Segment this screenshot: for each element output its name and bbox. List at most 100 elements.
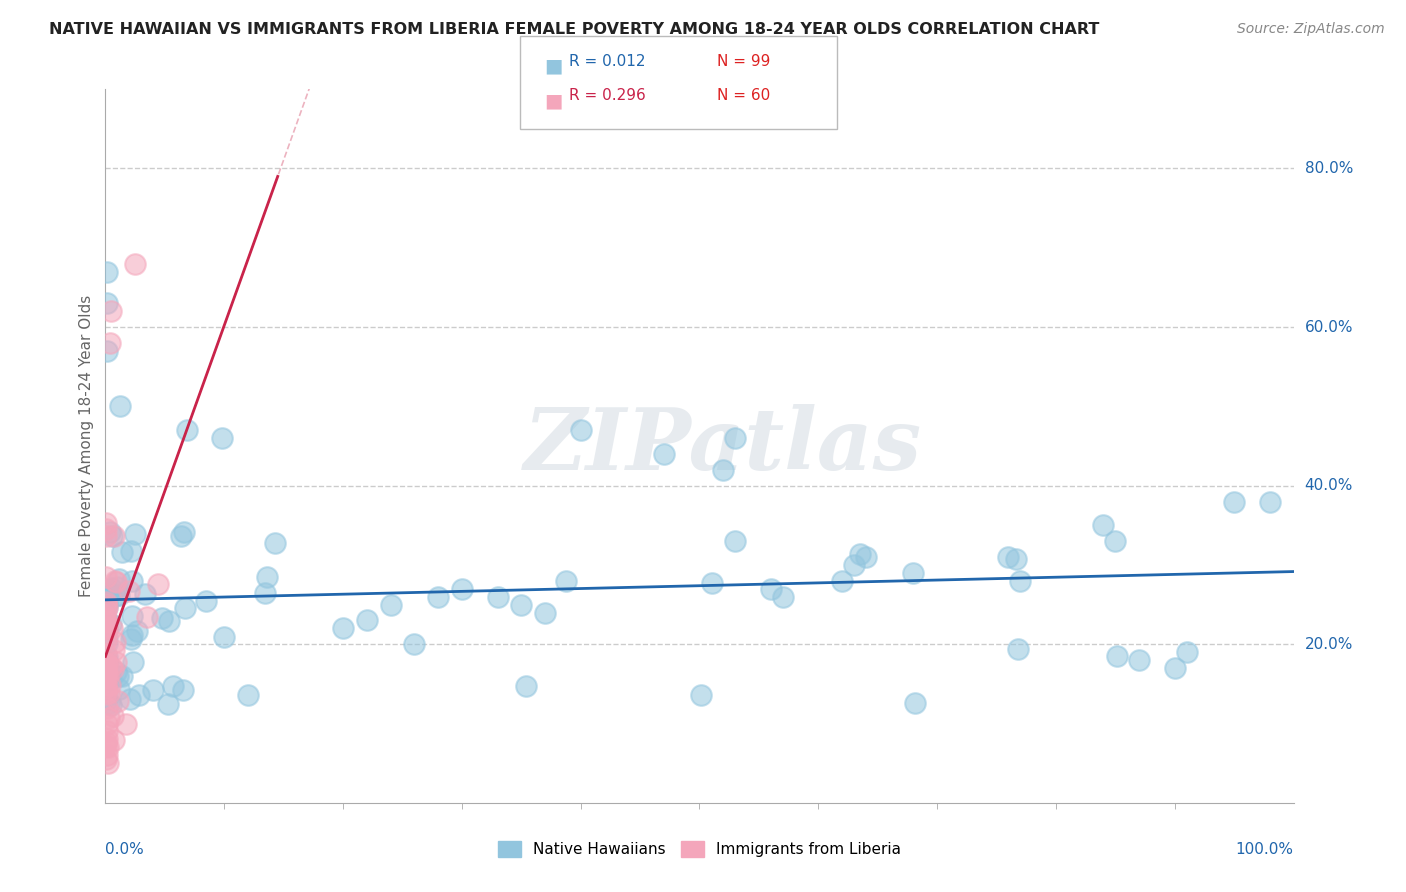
Point: [108, 400, 131, 414]
Point: [103, 643, 125, 657]
Point: [94, 683, 117, 698]
Point: [176, 423, 198, 437]
Text: 20.0%: 20.0%: [1305, 637, 1353, 652]
Point: [96, 724, 118, 739]
Point: [842, 558, 865, 572]
Text: N = 60: N = 60: [717, 88, 770, 103]
Point: [96, 716, 118, 731]
Point: [256, 570, 278, 584]
Point: [264, 535, 287, 549]
Point: [124, 526, 146, 541]
Point: [96, 735, 118, 749]
Point: [104, 574, 127, 588]
Point: [96, 599, 118, 614]
Point: [94, 621, 117, 635]
Point: [98, 335, 121, 350]
Point: [105, 665, 128, 679]
Point: [94, 680, 117, 694]
Point: [142, 682, 165, 697]
Point: [105, 580, 128, 594]
Text: N = 99: N = 99: [717, 54, 770, 69]
Point: [238, 688, 260, 702]
Point: [118, 583, 141, 598]
Point: [1175, 645, 1198, 659]
Point: [104, 634, 127, 648]
Point: [104, 589, 127, 603]
Point: [157, 614, 180, 628]
Point: [254, 586, 277, 600]
Point: [121, 608, 143, 623]
Point: [101, 621, 124, 635]
Point: [94, 516, 117, 531]
Point: [120, 632, 142, 647]
Point: [173, 601, 195, 615]
Point: [94, 655, 117, 669]
Point: [100, 617, 122, 632]
Point: [96, 692, 118, 706]
Point: [212, 630, 235, 644]
Point: [111, 544, 134, 558]
Point: [101, 662, 124, 676]
Point: [332, 621, 354, 635]
Text: 0.0%: 0.0%: [105, 842, 145, 856]
Point: [94, 569, 117, 583]
Text: 40.0%: 40.0%: [1305, 478, 1353, 493]
Text: ■: ■: [544, 91, 562, 110]
Point: [96, 623, 118, 637]
Point: [97, 583, 120, 598]
Point: [1007, 642, 1029, 657]
Point: [96, 600, 118, 615]
Point: [380, 598, 402, 612]
Point: [127, 624, 149, 639]
Text: NATIVE HAWAIIAN VS IMMIGRANTS FROM LIBERIA FEMALE POVERTY AMONG 18-24 YEAR OLDS : NATIVE HAWAIIAN VS IMMIGRANTS FROM LIBER…: [49, 22, 1099, 37]
Point: [121, 574, 143, 588]
Point: [652, 447, 675, 461]
Point: [855, 549, 877, 564]
Text: R = 0.296: R = 0.296: [569, 88, 647, 103]
Point: [772, 590, 794, 604]
Text: Source: ZipAtlas.com: Source: ZipAtlas.com: [1237, 22, 1385, 37]
Text: 80.0%: 80.0%: [1305, 161, 1353, 176]
Point: [724, 534, 747, 549]
Point: [104, 655, 127, 669]
Point: [195, 594, 218, 608]
Point: [849, 547, 872, 561]
Point: [510, 598, 533, 612]
Text: 100.0%: 100.0%: [1236, 842, 1294, 856]
Point: [997, 549, 1019, 564]
Point: [120, 692, 142, 706]
Point: [150, 611, 173, 625]
Point: [100, 672, 122, 686]
Point: [94, 603, 117, 617]
Point: [100, 525, 122, 540]
Point: [107, 588, 129, 602]
Point: [97, 710, 120, 724]
Point: [94, 529, 117, 543]
Point: [404, 637, 426, 651]
Point: [146, 576, 169, 591]
Point: [94, 647, 117, 661]
Point: [94, 667, 117, 681]
Point: [356, 614, 378, 628]
Point: [1010, 574, 1032, 588]
Point: [211, 431, 233, 445]
Point: [94, 670, 117, 684]
Point: [97, 668, 120, 682]
Point: [156, 698, 179, 712]
Point: [94, 662, 117, 676]
Point: [94, 597, 117, 611]
Point: [98, 696, 121, 710]
Point: [711, 463, 734, 477]
Point: [103, 529, 125, 543]
Point: [724, 431, 747, 445]
Point: [94, 615, 117, 629]
Point: [101, 529, 124, 543]
Point: [135, 610, 157, 624]
Point: [94, 687, 117, 701]
Point: [94, 665, 117, 679]
Point: [427, 590, 450, 604]
Point: [111, 669, 134, 683]
Legend: Native Hawaiians, Immigrants from Liberia: Native Hawaiians, Immigrants from Liberi…: [492, 835, 907, 863]
Point: [170, 529, 193, 543]
Point: [1258, 494, 1281, 508]
